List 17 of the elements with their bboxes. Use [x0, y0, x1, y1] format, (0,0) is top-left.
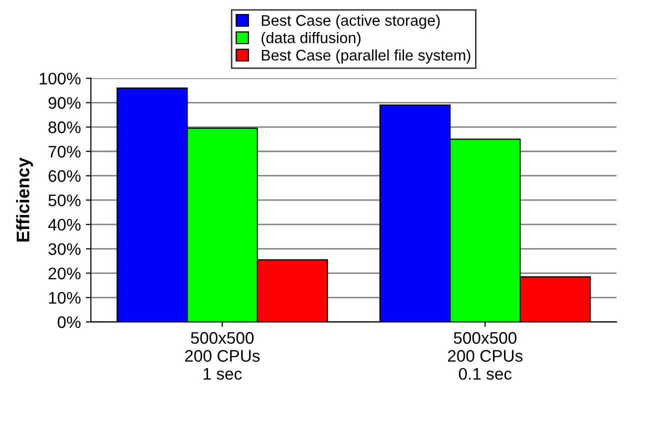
y-tick-label: 20% — [48, 268, 81, 280]
y-tick-label: 10% — [49, 292, 81, 304]
x-tick-label: 500x500 200 CPUs 1 sec — [185, 332, 260, 380]
y-tick-label: 90% — [48, 97, 81, 109]
legend-label: Best Case (parallel file system) — [262, 49, 470, 64]
y-axis-title: Efficiency — [16, 158, 33, 242]
y-tick-label: 100% — [40, 72, 81, 85]
y-tick-label: 40% — [48, 218, 81, 231]
y-tick-label: 30% — [48, 243, 81, 256]
y-tick-label: 80% — [48, 121, 81, 134]
y-tick-label: 50% — [48, 194, 81, 206]
legend-label: Best Case (active storage) — [262, 14, 440, 29]
y-tick-label: 70% — [48, 146, 81, 158]
y-tick-label: 60% — [48, 170, 81, 182]
legend-label: (data diffusion) — [262, 32, 360, 46]
y-tick-label: 0% — [58, 316, 81, 328]
x-tick-label: 500x500 200 CPUs 0.1 sec — [448, 332, 523, 380]
